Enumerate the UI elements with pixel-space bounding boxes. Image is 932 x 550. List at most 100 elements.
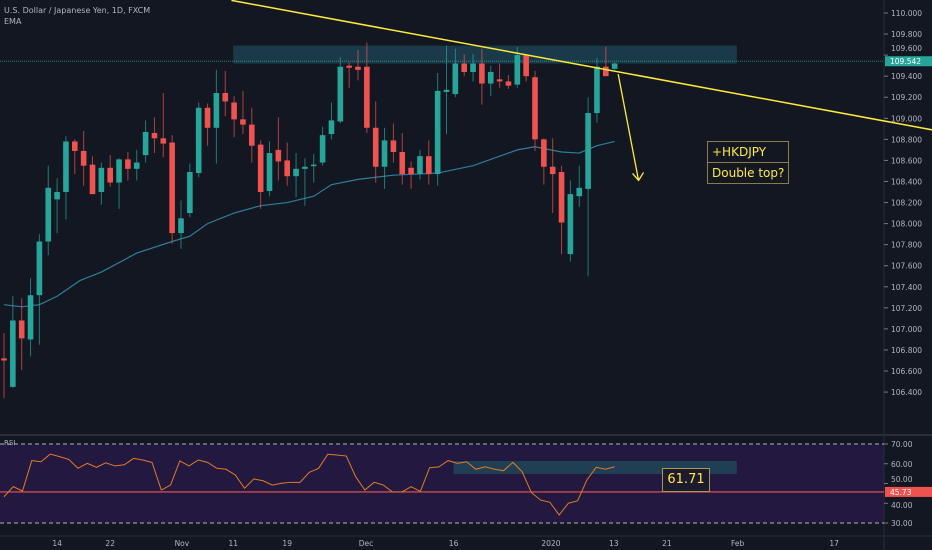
candle-body [125,159,131,169]
time-tick-label: 16 [449,539,459,548]
candle-body [10,320,16,387]
time-tick-label: 11 [228,539,238,548]
rsi-tick-label: 40.00 [891,501,913,510]
candle-body [133,162,140,169]
candle-body [434,90,441,175]
time-tick-label: 2020 [541,539,560,548]
candle-body [72,141,78,151]
candle-body [275,149,282,162]
time-tick-label: 21 [662,539,672,548]
candle-body [302,166,308,169]
candle-body [195,107,202,174]
chart-legend: U.S. Dollar / Japanese Yen, 1D, FXCM EMA [4,5,150,27]
time-tick-label: 22 [105,539,115,548]
candle-body [408,167,414,175]
resistance-zone [233,45,737,64]
candle-body [310,164,317,167]
candle-body [284,160,290,177]
candle-body [169,142,175,234]
candle-body [80,150,87,166]
candle-body [151,133,158,139]
rsi-line [3,453,615,516]
text-annotation[interactable]: +HKDJPY Double top? [707,141,790,184]
price-tick-label: 108.000 [891,220,922,229]
candle-body [231,102,237,120]
candle-body [426,156,432,175]
price-tick-label: 109.000 [891,114,922,123]
candle-body [337,66,344,122]
candle-body [1,358,7,361]
candle-body [204,107,211,128]
candle-body [532,77,538,140]
price-tick-label: 109.200 [891,93,922,102]
time-tick-label: Nov [175,539,190,548]
candle-body [266,153,273,191]
last-price-label: 109.542 [890,57,921,66]
candle-body [222,93,229,102]
rsi-background [0,444,884,523]
candle-body [505,81,512,86]
price-tick-label: 108.800 [891,135,922,144]
rsi-pane-title: RSI [4,439,16,447]
candle-body [346,65,352,68]
candle-body [240,119,246,125]
candle-body [187,172,193,214]
rsi-tick-label: 30.00 [891,519,913,528]
annotation-double-top: Double top? [707,163,790,184]
candle-body [567,194,574,255]
candle-body [54,192,60,200]
candle-body [249,124,255,146]
indicator-ema-label[interactable]: EMA [4,17,22,26]
trendline [231,0,932,131]
candle-body [541,139,547,167]
price-tick-label: 107.800 [891,241,922,250]
candle-body [98,167,105,193]
candle-body [36,241,43,296]
candle-body [18,320,25,339]
candle-body [523,55,529,77]
candle-body [142,131,149,156]
candle-body [107,167,113,183]
price-tick-label: 109.600 [891,44,922,53]
candle-body [585,113,591,189]
candle-body [470,63,476,72]
price-tick-label: 107.400 [891,283,922,292]
price-tick-label: 107.000 [891,325,922,334]
price-tick-label: 108.400 [891,177,922,186]
candle-body [372,127,379,167]
candle-body [328,120,335,135]
candle-body [576,187,583,197]
candle-body [355,66,361,70]
candle-body [443,89,450,92]
candle-body [319,135,326,163]
last-price-badge [885,56,932,67]
candle-body [63,141,69,193]
candle-body [45,187,52,242]
candle-body [178,218,184,234]
candle-body [27,295,34,340]
rsi-level-badge [885,486,932,497]
price-tick-label: 109.400 [891,72,922,81]
candle-body [611,63,618,69]
candle-body [160,138,167,144]
time-tick-label: 14 [52,539,62,548]
candle-body [452,63,459,95]
rsi-tick-label: 70.00 [891,440,913,449]
candle-body [364,66,370,128]
candle-body [479,63,485,84]
price-tick-label: 107.200 [891,304,922,313]
candle-body [514,55,521,85]
price-tick-label: 107.600 [891,262,922,271]
candle-body [558,172,565,223]
time-tick-label: 13 [609,539,619,548]
candle-body [116,159,122,183]
candle-body [381,140,388,167]
rsi-value-label: 61.71 [662,468,710,492]
candle-body [603,66,609,77]
arrow-line [617,73,640,181]
candle-body [594,66,600,114]
price-tick-label: 106.800 [891,346,922,355]
symbol-title[interactable]: U.S. Dollar / Japanese Yen, 1D, FXCM [4,6,151,15]
candle-body [461,63,467,72]
